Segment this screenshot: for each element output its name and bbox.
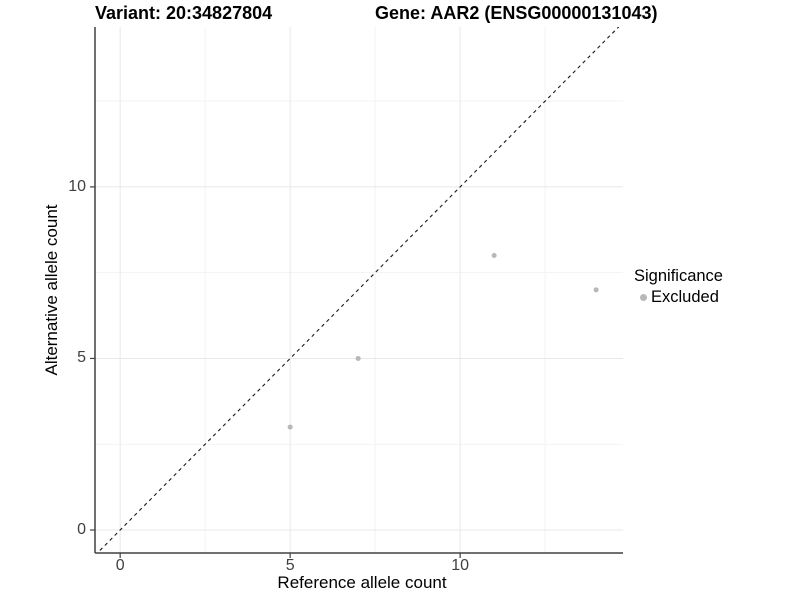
legend-point-icon	[640, 294, 647, 301]
legend: Significance Excluded	[634, 267, 723, 307]
y-tick-label: 10	[68, 177, 86, 195]
x-tick-label: 0	[115, 557, 125, 574]
y-tick-label: 0	[77, 521, 86, 538]
data-point	[593, 287, 599, 293]
data-point	[491, 253, 497, 259]
x-tick-label: 5	[285, 557, 295, 574]
data-point	[355, 355, 361, 361]
variant-title: Variant: 20:34827804	[95, 3, 273, 23]
legend-title: Significance	[634, 267, 723, 285]
x-tick-label: 10	[451, 557, 470, 574]
gene-title: Gene: AAR2 (ENSG00000131043)	[375, 3, 658, 23]
x-axis-title: Reference allele count	[277, 573, 447, 592]
identity-reference-line	[96, 27, 620, 553]
data-point	[287, 424, 293, 430]
y-tick-label: 5	[77, 349, 86, 367]
legend-item-excluded: Excluded	[640, 288, 723, 307]
legend-item-label: Excluded	[651, 288, 719, 306]
